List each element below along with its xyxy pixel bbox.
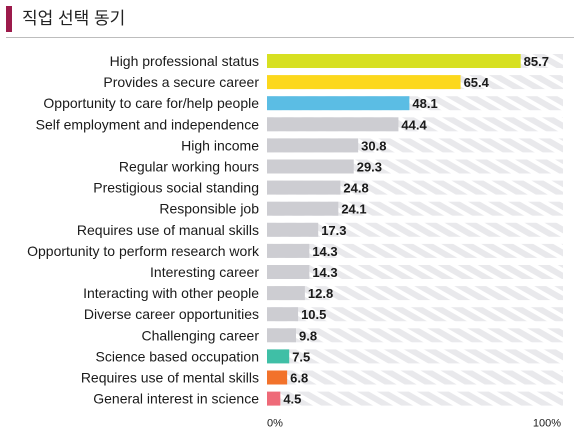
chart-title: 직업 선택 동기 xyxy=(22,9,126,28)
category-label: Opportunity to care for/help people xyxy=(43,95,259,111)
category-label: Requires use of mental skills xyxy=(81,370,259,386)
bar xyxy=(267,117,399,132)
bar-tracks xyxy=(267,54,563,406)
value-label: 65.4 xyxy=(464,75,490,90)
bar-track xyxy=(267,391,563,406)
bar xyxy=(267,138,359,153)
category-label: Opportunity to perform research work xyxy=(27,243,260,259)
bar-track xyxy=(267,180,563,195)
value-label: 24.1 xyxy=(341,202,366,217)
category-labels: High professional status Provides a secur… xyxy=(27,53,260,407)
category-label: Regular working hours xyxy=(119,159,259,175)
category-label: Self employment and independence xyxy=(36,116,260,132)
bar xyxy=(267,286,305,301)
category-label: High income xyxy=(181,137,259,153)
x-tick-label: 0% xyxy=(267,418,283,430)
bar-track xyxy=(267,201,563,216)
value-label: 4.5 xyxy=(283,392,301,407)
value-label: 44.4 xyxy=(401,117,427,132)
value-label: 30.8 xyxy=(361,138,386,153)
bar xyxy=(267,201,339,216)
value-label: 14.3 xyxy=(312,244,337,259)
value-labels: 85.7 65.4 48.1 44.4 30.8 29.3 24.8 24.1 17.3 14.3… xyxy=(283,54,549,407)
bar-track xyxy=(267,286,563,301)
bars xyxy=(267,54,521,406)
bar-track xyxy=(267,307,563,322)
value-label: 14.3 xyxy=(312,265,337,280)
value-label: 10.5 xyxy=(301,307,326,322)
value-label: 12.8 xyxy=(308,286,333,301)
bar-track xyxy=(267,370,563,385)
bar xyxy=(267,54,521,68)
bar-track xyxy=(267,328,563,343)
category-label: General interest in science xyxy=(93,391,259,407)
bar xyxy=(267,159,354,174)
bar xyxy=(267,75,461,90)
bar-track xyxy=(267,222,563,237)
bar xyxy=(267,243,310,258)
bar xyxy=(267,222,319,237)
value-label: 24.8 xyxy=(343,181,368,196)
value-label: 6.8 xyxy=(290,371,308,386)
value-label: 9.8 xyxy=(299,328,317,343)
category-label: Provides a secure career xyxy=(103,74,259,90)
bar-track xyxy=(267,349,563,364)
category-label: Challenging career xyxy=(141,327,259,343)
bar xyxy=(267,180,341,195)
bar xyxy=(267,328,297,343)
title-accent-bar xyxy=(6,6,12,32)
value-label: 17.3 xyxy=(321,223,346,238)
value-label: 85.7 xyxy=(524,54,549,69)
bar xyxy=(267,370,288,385)
category-label: Interesting career xyxy=(150,264,259,280)
value-label: 7.5 xyxy=(292,349,310,364)
bar xyxy=(267,96,410,111)
value-label: 29.3 xyxy=(357,160,382,175)
bar xyxy=(267,349,290,364)
chart-header: 직업 선택 동기 xyxy=(0,0,580,40)
category-label: Responsible job xyxy=(159,201,259,217)
bar-track xyxy=(267,243,563,258)
bar-track xyxy=(267,265,563,279)
value-label: 48.1 xyxy=(412,96,437,111)
category-label: Diverse career opportunities xyxy=(84,306,259,322)
x-axis-ticks: 0% 100% xyxy=(267,418,561,430)
category-label: Interacting with other people xyxy=(83,285,259,301)
category-label: Science based occupation xyxy=(96,348,259,364)
bar xyxy=(267,391,281,406)
bar xyxy=(267,307,299,322)
x-tick-label: 100% xyxy=(533,418,561,430)
category-label: Prestigious social standing xyxy=(93,180,259,196)
bar-chart: High professional status Provides a secur… xyxy=(27,53,563,430)
category-label: High professional status xyxy=(110,53,259,69)
header-divider xyxy=(6,37,574,38)
category-label: Requires use of manual skills xyxy=(77,222,259,238)
bar xyxy=(267,265,310,279)
